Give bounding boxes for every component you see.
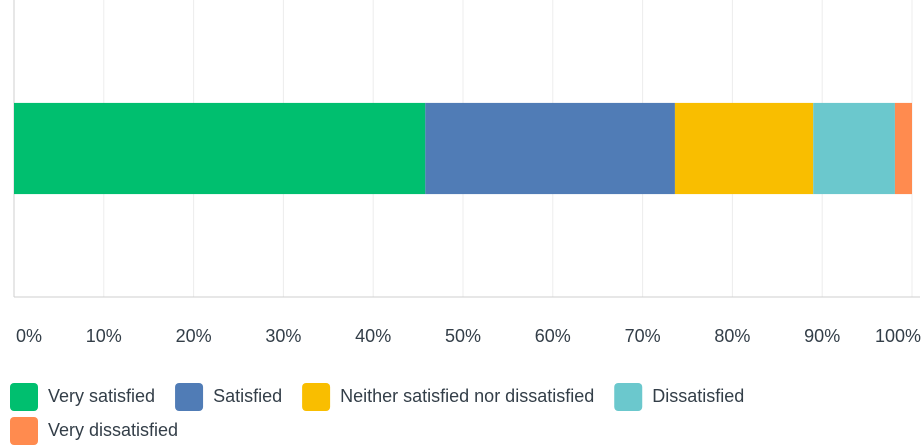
legend-swatch [175,383,204,411]
bar-segment [425,102,675,195]
x-tick-label: 0% [16,326,42,346]
x-tick-label: 100% [875,326,921,346]
legend-label: Satisfied [213,386,282,406]
legend-label: Very satisfied [48,386,155,406]
legend-swatch [302,383,331,411]
x-tick-label: 90% [804,326,840,346]
bar-segment [674,102,814,195]
bar-segment [14,102,426,195]
x-tick-label: 30% [265,326,301,346]
legend-swatch [10,383,38,411]
x-tick-label: 50% [445,326,481,346]
legend-swatch [614,383,643,411]
x-tick-label: 20% [176,326,212,346]
legend-label: Very dissatisfied [48,420,178,440]
x-tick-label: 60% [535,326,571,346]
bar-segment [894,102,912,195]
bar-segment [813,102,895,195]
legend-label: Neither satisfied nor dissatisfied [340,386,594,406]
legend-label: Dissatisfied [652,386,744,406]
x-tick-label: 10% [86,326,122,346]
legend-swatch [10,417,38,445]
x-tick-label: 70% [625,326,661,346]
x-tick-label: 40% [355,326,391,346]
x-tick-label: 80% [714,326,750,346]
